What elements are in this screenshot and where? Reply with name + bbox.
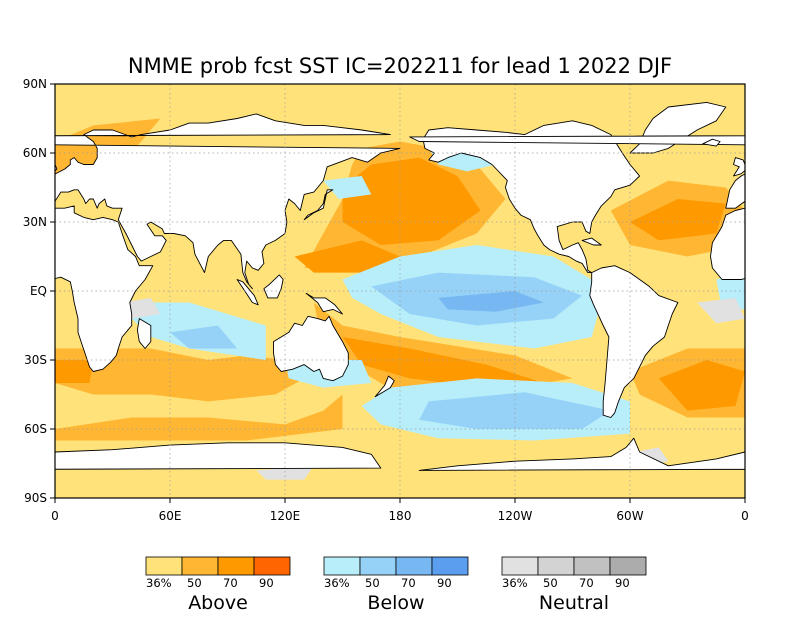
land-new-zealand — [374, 375, 395, 398]
x-tick-label: 60W — [616, 509, 643, 523]
legend-tick-label: 50 — [187, 576, 202, 590]
legend-swatch — [573, 556, 611, 576]
legend-swatch — [323, 556, 361, 576]
region-below-20 — [170, 325, 238, 349]
legend-tick-label: 90 — [259, 576, 274, 590]
legend-tick-label: 36% — [146, 576, 172, 590]
legend-label-neutral: Neutral — [539, 592, 609, 614]
legend-swatch — [253, 556, 291, 576]
y-tick-label: 90S — [24, 491, 47, 505]
legend-group-below: 36% 50 70 90 Below — [323, 556, 469, 614]
land-africa — [55, 205, 154, 372]
region-below-23 — [323, 176, 372, 199]
legend-swatch — [217, 556, 255, 576]
longitude-axis: 0 60E 120E 180 120W 60W 0 — [51, 498, 749, 523]
legend-tick-label: 50 — [365, 576, 380, 590]
chart-title: NMME prob fcst SST IC=202211 for lead 1 … — [128, 54, 672, 78]
region-neutral-25 — [697, 297, 745, 324]
legend-swatch — [359, 556, 397, 576]
legend-swatch — [609, 556, 647, 576]
land-madagascar — [136, 318, 152, 349]
legend-tick-label: 70 — [223, 576, 238, 590]
land-uk-wrap — [733, 157, 745, 177]
legend-group-above: 36% 50 70 90 Above — [145, 556, 291, 614]
land-africa-wrap — [710, 207, 745, 280]
legend: 36% 50 70 90 Above 36% 50 70 90 Below 36% 50 70 90 Neu… — [145, 556, 647, 614]
land-eurasia — [55, 113, 401, 290]
region-above-1 — [55, 348, 305, 402]
region-below-18 — [419, 392, 611, 429]
land-iceland — [702, 138, 721, 147]
region-below-16 — [438, 291, 544, 312]
landmasses — [55, 101, 745, 498]
legend-swatch — [431, 556, 469, 576]
x-tick-label: 120E — [270, 509, 301, 523]
x-tick-label: 0 — [51, 509, 59, 523]
y-tick-label: 30N — [23, 215, 47, 229]
land-cuba — [581, 237, 602, 246]
legend-tick-label: 70 — [579, 576, 594, 590]
legend-swatch — [501, 556, 539, 576]
legend-label-above: Above — [188, 592, 248, 614]
legend-tick-label: 70 — [401, 576, 416, 590]
land-south-america — [589, 265, 679, 418]
region-above-2 — [55, 394, 343, 441]
land-antarctica — [55, 442, 382, 498]
x-tick-label: 60E — [159, 509, 182, 523]
y-tick-label: 60N — [23, 146, 47, 160]
y-tick-label: 90N — [23, 77, 47, 91]
land-new-guinea — [305, 292, 343, 315]
region-above-12 — [658, 360, 745, 411]
legend-group-neutral: 36% 50 70 90 Neutral — [501, 556, 647, 614]
latitude-axis: 90N 60N 30N EQ 30S 60S 90S — [23, 77, 55, 505]
map-area — [54, 83, 746, 499]
probability-regions — [55, 107, 745, 480]
legend-swatch — [395, 556, 433, 576]
legend-tick-label: 36% — [324, 576, 350, 590]
legend-tick-label: 90 — [437, 576, 452, 590]
y-tick-label: 30S — [24, 353, 47, 367]
region-above-11 — [630, 199, 726, 241]
region-above-9 — [294, 240, 400, 273]
map-gridlines — [55, 84, 745, 498]
region-above-8 — [342, 157, 481, 245]
legend-tick-label: 90 — [615, 576, 630, 590]
region-above-10 — [342, 337, 544, 388]
land-australia — [273, 315, 349, 382]
legend-swatch — [181, 556, 219, 576]
region-neutral-27 — [256, 465, 314, 480]
legend-label-below: Below — [367, 592, 424, 614]
region-above-13 — [55, 360, 94, 383]
land-antarctica-wrap — [418, 437, 745, 498]
x-tick-label: 180 — [389, 509, 412, 523]
x-tick-label: 0 — [741, 509, 749, 523]
legend-tick-label: 50 — [543, 576, 558, 590]
land-japan — [303, 189, 334, 221]
y-tick-label: 60S — [24, 422, 47, 436]
x-tick-label: 120W — [498, 509, 533, 523]
legend-swatch — [537, 556, 575, 576]
legend-swatch — [145, 556, 183, 576]
land-borneo — [263, 274, 284, 299]
legend-tick-label: 36% — [502, 576, 528, 590]
y-tick-label: EQ — [30, 284, 47, 298]
